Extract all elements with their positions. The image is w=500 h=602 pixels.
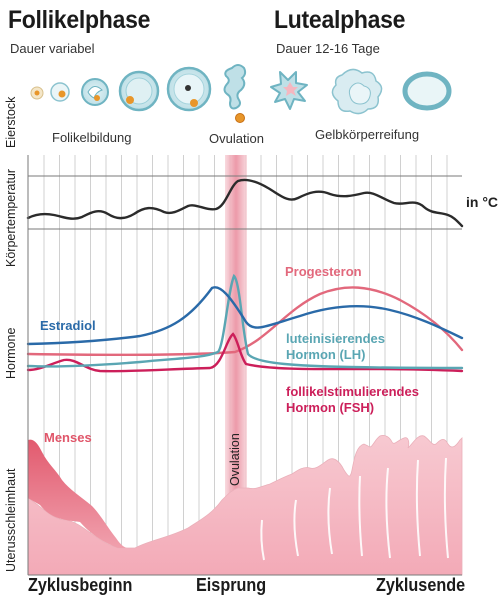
corpus-luteum-mid-icon xyxy=(331,68,383,115)
follicle-stage-2-icon xyxy=(50,82,70,102)
follicle-stage-5-icon xyxy=(166,66,212,112)
menses-shedding xyxy=(28,439,128,548)
progesterone-curve xyxy=(26,286,464,357)
stage-corpus-luteum: Gelbkörperreifung xyxy=(315,127,420,142)
ovulation-band-label: Ovulation xyxy=(228,433,242,486)
basal-temperature-curve xyxy=(26,178,464,228)
menses-label: Menses xyxy=(44,430,92,445)
row-label-ovary: Eierstock xyxy=(4,96,18,148)
row-label-hormones: Hormone xyxy=(4,327,18,379)
ovulating-follicle-icon xyxy=(223,64,247,123)
row-label-temperature: Körpertemperatur xyxy=(4,169,18,267)
timeline-ovulation: Eisprung xyxy=(196,575,267,595)
follicle-stage-1-icon xyxy=(30,86,44,100)
ovary-stages xyxy=(30,64,452,123)
ovulation-band xyxy=(225,155,247,575)
fsh-label: follikelstimulierendes Hormon (FSH) xyxy=(286,384,419,415)
corpus-luteum-late-icon xyxy=(402,71,452,111)
estradiol-curve xyxy=(26,286,464,346)
luteal-phase-duration: Dauer 12-16 Tage xyxy=(276,41,380,56)
row-label-endometrium: Uterusschleimhaut xyxy=(4,468,18,572)
corpus-luteum-early-icon xyxy=(270,71,308,110)
follicular-phase-title: Follikelphase xyxy=(8,6,151,34)
estradiol-label: Estradiol xyxy=(40,318,96,333)
stage-follicle-formation: Folikelbildung xyxy=(52,130,132,145)
follicle-stage-3-icon xyxy=(81,78,109,106)
stage-ovulation: Ovulation xyxy=(209,131,264,146)
progesterone-label: Progesteron xyxy=(285,264,362,279)
follicle-stage-4-icon xyxy=(118,70,160,112)
luteal-phase-title: Lutealphase xyxy=(274,6,406,34)
fsh-curve xyxy=(26,332,464,373)
timeline-start: Zyklusbeginn xyxy=(28,575,133,595)
temperature-unit: in °C xyxy=(466,194,499,210)
follicular-phase-duration: Dauer variabel xyxy=(10,41,95,56)
endometrium-glands xyxy=(260,457,449,561)
timeline-end: Zyklusende xyxy=(376,575,466,595)
endometrium-lining xyxy=(27,435,463,576)
lh-curve xyxy=(26,273,464,370)
lh-label: luteinisierendes Hormon (LH) xyxy=(286,331,385,362)
